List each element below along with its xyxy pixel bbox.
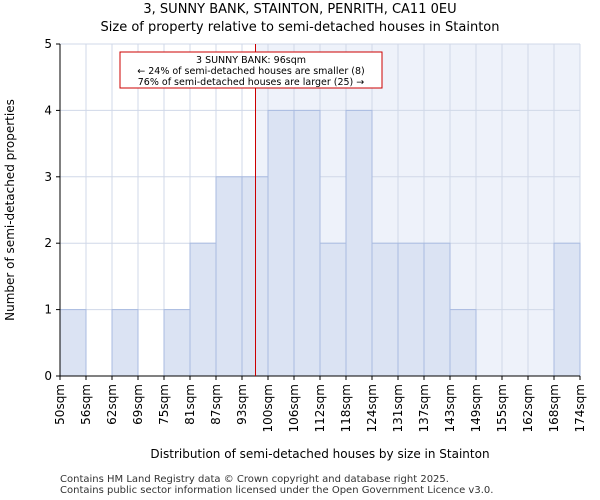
footer-line-2: Contains public sector information licen… — [60, 485, 494, 496]
histogram-bar — [189, 242, 217, 377]
x-tick-label: 118sqm — [339, 384, 353, 432]
histogram-bar — [215, 176, 243, 377]
x-tick-label: 112sqm — [313, 384, 327, 432]
y-tick-label: 5 — [44, 37, 52, 51]
histogram-bar — [345, 109, 373, 377]
x-tick-label: 87sqm — [209, 384, 223, 425]
annotation-line: 3 SUNNY BANK: 96sqm — [196, 55, 306, 66]
histogram-bar — [449, 309, 477, 377]
x-tick-label: 137sqm — [417, 384, 431, 432]
chart-subtitle: Size of property relative to semi-detach… — [100, 20, 500, 35]
x-tick-label: 100sqm — [261, 384, 275, 432]
histogram-bar — [293, 109, 321, 377]
x-tick-label: 168sqm — [547, 384, 561, 432]
x-tick-label: 69sqm — [131, 384, 145, 425]
x-axis-label: Distribution of semi-detached houses by … — [150, 447, 489, 461]
y-tick-label: 4 — [44, 103, 52, 117]
annotation-box — [119, 51, 383, 89]
histogram-bar — [553, 242, 581, 377]
x-tick-label: 143sqm — [443, 384, 457, 432]
histogram-bar — [59, 309, 87, 377]
y-tick-label: 0 — [44, 369, 52, 383]
annotation-line: 76% of semi-detached houses are larger (… — [138, 77, 365, 88]
y-axis-label: Number of semi-detached properties — [3, 99, 17, 321]
histogram-bar — [397, 242, 425, 377]
annotation-line: ← 24% of semi-detached houses are smalle… — [137, 66, 365, 77]
histogram-bar — [111, 309, 139, 377]
x-tick-label: 174sqm — [573, 384, 587, 432]
x-tick-label: 162sqm — [521, 384, 535, 432]
chart-title: 3, SUNNY BANK, STAINTON, PENRITH, CA11 0… — [143, 2, 457, 17]
x-tick-label: 131sqm — [391, 384, 405, 432]
histogram-bar — [163, 309, 191, 377]
x-tick-label: 93sqm — [235, 384, 249, 425]
x-tick-label: 50sqm — [53, 384, 67, 425]
x-tick-label: 155sqm — [495, 384, 509, 432]
x-tick-label: 106sqm — [287, 384, 301, 432]
x-tick-label: 62sqm — [105, 384, 119, 425]
histogram-bar — [319, 242, 347, 377]
x-tick-label: 81sqm — [183, 384, 197, 425]
x-tick-label: 149sqm — [469, 384, 483, 432]
histogram-bar — [267, 109, 295, 377]
y-tick-label: 3 — [44, 170, 52, 184]
x-tick-label: 56sqm — [79, 384, 93, 425]
footer-line-1: Contains HM Land Registry data © Crown c… — [60, 474, 449, 485]
histogram-bar — [371, 242, 399, 377]
histogram-bar — [423, 242, 451, 377]
x-tick-label: 124sqm — [365, 384, 379, 432]
y-tick-label: 2 — [44, 236, 52, 250]
y-tick-label: 1 — [44, 303, 52, 317]
x-tick-label: 75sqm — [157, 384, 171, 425]
